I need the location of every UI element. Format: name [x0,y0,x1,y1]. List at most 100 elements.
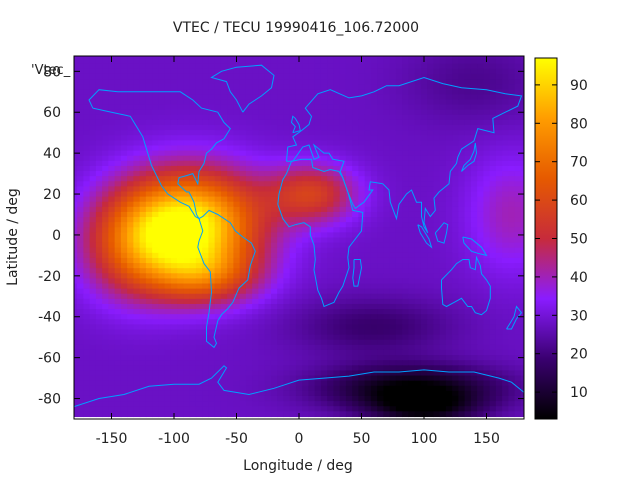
heatmap-cell [402,150,409,157]
heatmap-cell [452,104,459,111]
heatmap-cell [352,119,359,126]
heatmap-cell [164,130,172,136]
heatmap-cell [339,339,347,346]
heatmap-cell [358,211,366,218]
heatmap-cell [464,217,472,223]
heatmap-cell [483,395,491,402]
heatmap-cell [202,58,209,65]
heatmap-cell [127,247,134,254]
heatmap-cell [345,191,353,198]
heatmap-cell [483,160,491,167]
heatmap-cell [333,145,341,152]
heatmap-cell [495,181,503,187]
heatmap-cell [233,278,241,285]
heatmap-cell [445,314,453,320]
heatmap-cell [502,135,509,141]
heatmap-cells [74,56,524,418]
heatmap-cell [177,150,184,157]
heatmap-cell [502,247,509,254]
heatmap-cell [414,278,422,285]
heatmap-cell [420,268,428,274]
heatmap-cell [139,99,147,106]
heatmap-cell [220,365,228,372]
heatmap-cell [74,293,78,300]
heatmap-cell [270,339,278,346]
heatmap-cell [95,309,103,315]
heatmap-cell [333,247,341,254]
heatmap-cell [339,334,347,341]
heatmap-cell [114,395,122,402]
heatmap-cell [170,349,178,356]
heatmap-cell [227,385,234,392]
heatmap-cell [289,99,297,106]
heatmap-cell [133,283,141,290]
heatmap-cell [408,84,416,90]
heatmap-cell [433,84,441,90]
heatmap-cell [183,339,191,346]
heatmap-cell [370,206,378,213]
heatmap-cell [327,319,334,326]
heatmap-cell [495,365,503,372]
heatmap-cell [264,125,272,131]
heatmap-cell [470,94,478,101]
heatmap-cell [77,56,84,60]
heatmap-cell [233,222,241,228]
heatmap-cell [245,370,253,377]
heatmap-cell [95,114,103,121]
heatmap-cell [202,186,209,193]
heatmap-cell [339,242,347,249]
heatmap-cell [364,375,372,382]
heatmap-cell [439,395,447,402]
heatmap-cell [264,309,272,315]
heatmap-cell [239,160,247,167]
heatmap-cell [464,125,472,131]
heatmap-cell [358,140,366,147]
heatmap-cell [208,319,216,326]
heatmap-cell [83,355,91,361]
heatmap-cell [145,130,153,136]
heatmap-cell [377,114,384,121]
heatmap-cell [139,201,147,208]
heatmap-cell [333,109,341,116]
heatmap-cell [377,227,384,233]
heatmap-cell [420,278,428,285]
heatmap-cell [108,309,116,315]
heatmap-cell [389,329,397,336]
heatmap-cell [164,380,172,387]
heatmap-cell [370,176,378,182]
heatmap-cell [514,375,522,382]
heatmap-cell [145,242,153,249]
heatmap-cell [95,73,103,80]
heatmap-cell [220,176,228,182]
heatmap-cell [83,217,91,223]
heatmap-cell [283,63,291,70]
heatmap-cell [95,401,103,407]
heatmap-cell [120,135,128,141]
heatmap-cell [345,104,353,111]
heatmap-cell [77,58,84,65]
heatmap-cell [114,283,122,290]
heatmap-cell [377,176,384,182]
heatmap-cell [102,109,109,116]
heatmap-cell [402,206,409,213]
heatmap-cell [470,125,478,131]
heatmap-cell [270,135,278,141]
heatmap-cell [477,56,484,60]
heatmap-cell [270,360,278,366]
heatmap-cell [514,242,522,249]
heatmap-cell [302,247,309,254]
heatmap-cell [464,329,472,336]
heatmap-cell [502,176,509,182]
heatmap-cell [389,130,397,136]
heatmap-cell [395,365,403,372]
heatmap-cell [183,56,191,60]
heatmap-cell [283,84,291,90]
heatmap-cell [127,237,134,244]
heatmap-cell [264,171,272,177]
heatmap-cell [164,339,172,346]
heatmap-cell [339,324,347,331]
heatmap-cell [252,303,259,310]
heatmap-cell [258,268,266,274]
heatmap-cell [502,206,509,213]
